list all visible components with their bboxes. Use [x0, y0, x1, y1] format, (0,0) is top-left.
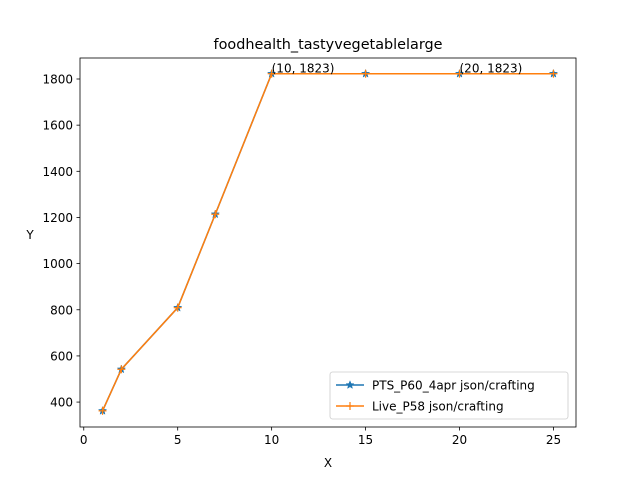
point-annotation: (20, 1823)	[460, 62, 523, 76]
data-point-plus	[211, 210, 220, 219]
series-line-1	[101, 72, 554, 412]
x-tick-label: 25	[546, 433, 561, 447]
y-tick-label: 1400	[42, 165, 73, 179]
data-point-plus	[267, 69, 276, 78]
x-tick-label: 0	[80, 433, 88, 447]
y-tick-label: 800	[50, 303, 73, 317]
y-tick-label: 400	[50, 396, 73, 410]
y-tick-label: 1000	[42, 257, 73, 271]
x-axis-label: X	[324, 456, 332, 470]
x-tick-label: 20	[452, 433, 467, 447]
y-axis-label: Y	[25, 228, 34, 242]
x-tick-label: 10	[264, 433, 279, 447]
y-tick-label: 1800	[42, 73, 73, 87]
legend-label: PTS_P60_4apr json/crafting	[372, 379, 535, 393]
x-tick-label: 15	[358, 433, 373, 447]
legend-star-marker	[345, 380, 355, 389]
legend-label: Live_P58 json/crafting	[372, 400, 504, 414]
plot-area: (10, 1823) (20, 1823) 0 5 10 15 20 25 400 600 800 1…	[42, 57, 577, 447]
y-tick-label: 1600	[42, 119, 73, 133]
x-tick-label: 5	[174, 433, 182, 447]
data-point-plus	[173, 303, 182, 312]
plot-frame	[79, 57, 577, 428]
data-point-plus	[549, 69, 558, 78]
data-point-plus	[98, 406, 107, 415]
legend: PTS_P60_4apr json/crafting Live_P58 json/…	[329, 371, 569, 420]
y-tick-label: 600	[50, 349, 73, 363]
data-point-plus	[455, 69, 464, 78]
y-tick-label: 1200	[42, 211, 73, 225]
chart-title: foodhealth_tastyvegetablelarge	[214, 37, 443, 53]
legend-box	[329, 371, 569, 420]
data-point-plus	[361, 69, 370, 78]
point-annotation: (10, 1823)	[272, 62, 335, 76]
data-point-plus	[117, 365, 126, 374]
